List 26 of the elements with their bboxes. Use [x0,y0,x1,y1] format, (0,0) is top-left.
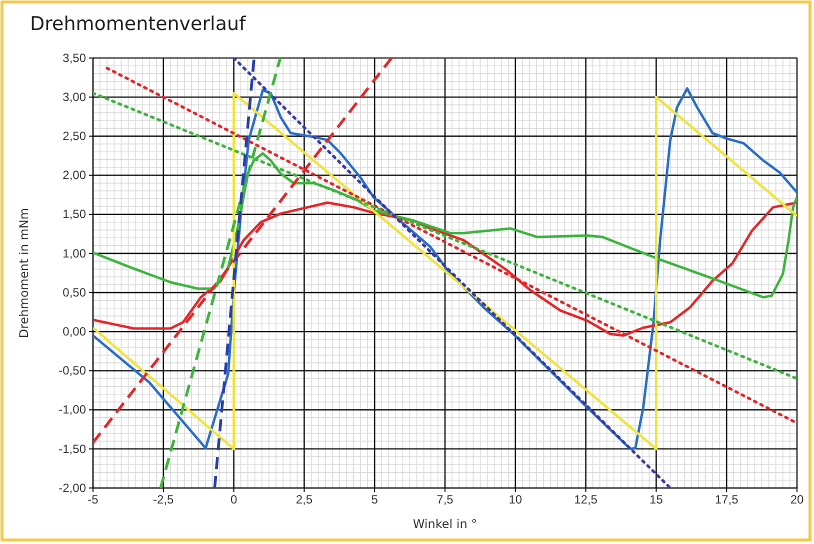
x-tick-label: 10 [508,492,522,507]
y-tick-label: 3,50 [62,50,86,65]
x-tick-label: 2,5 [296,492,313,507]
y-tick-label: 3,00 [62,90,86,104]
y-tick-label: -1,50 [58,442,86,456]
x-tick-label: -2,5 [153,492,174,507]
x-tick-label: 5 [371,492,378,507]
y-tick-label: 1,00 [62,246,86,260]
y-tick-label: -2,00 [58,480,86,495]
x-tick-label: 20 [790,492,804,507]
y-tick-label: 2,50 [62,129,86,144]
x-tick-label: 12,5 [574,492,598,507]
x-axis-title: Winkel in ° [412,517,478,531]
y-tick-label: -1,00 [58,402,86,417]
y-tick-label: -0,50 [58,364,86,378]
x-tick-label: 0 [230,492,238,507]
chart-title: Drehmomentenverlauf [30,13,248,35]
y-tick-label: 1,50 [62,207,86,222]
x-tick-label: -5 [88,492,99,507]
x-tick-label: 17,5 [714,492,739,507]
x-tick-label: 15 [650,492,664,507]
y-axis-title: Drehmoment in mNm [17,208,31,338]
y-tick-label: 0,50 [62,285,86,300]
y-tick-label: 2,00 [62,168,86,182]
x-tick-label: 7,5 [436,492,454,507]
y-tick-label: 0,00 [62,324,86,338]
